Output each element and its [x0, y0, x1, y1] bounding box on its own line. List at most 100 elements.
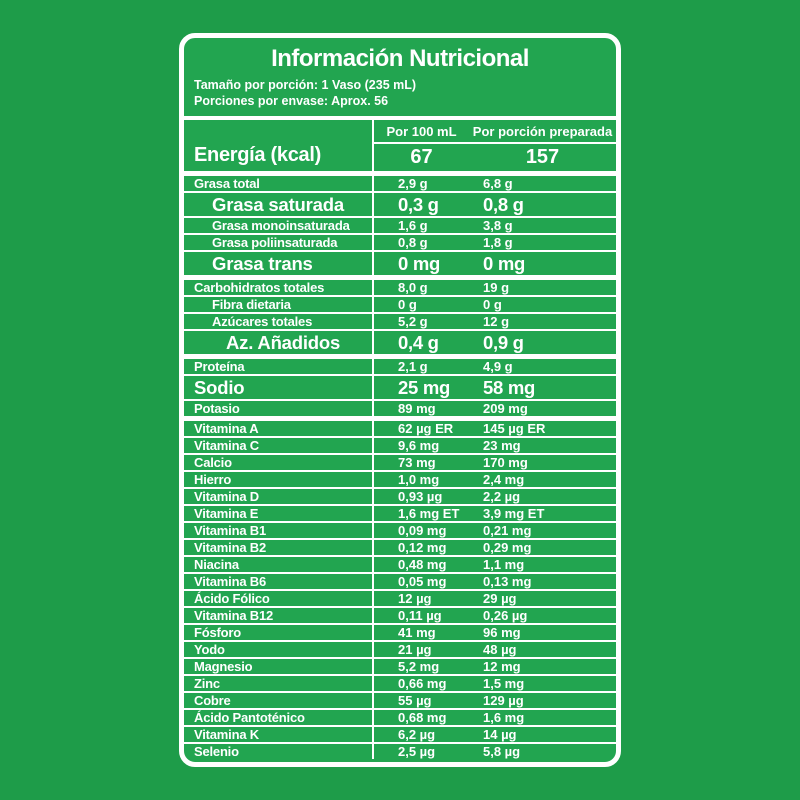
value-per-100ml: 21 µg [372, 642, 467, 657]
nutrient-name: Potasio [194, 401, 240, 416]
column-header-per-100ml: Por 100 mL [386, 123, 457, 139]
value-per-portion: 48 µg [483, 642, 517, 657]
energy-values-area: Por 100 mL Por porción preparada 67 157 [372, 120, 616, 171]
value-per-portion: 23 mg [483, 438, 521, 453]
table-row: Calcio 73 mg 170 mg [184, 453, 616, 470]
nutrient-name: Azúcares totales [212, 314, 313, 329]
value-per-100ml: 0,3 g [372, 193, 467, 216]
nutrient-name: Proteína [194, 359, 245, 374]
nutrition-label: Información Nutricional Tamaño por porci… [179, 33, 621, 767]
table-row: Az. Añadidos 0,4 g 0,9 g [184, 329, 616, 354]
table-row: Vitamina D 0,93 µg 2,2 µg [184, 487, 616, 504]
table-row: Fósforo 41 mg 96 mg [184, 623, 616, 640]
energy-value-per-100ml: 67 [410, 146, 433, 168]
value-per-100ml: 0,12 mg [372, 540, 467, 555]
table-row: Azúcares totales 5,2 g 12 g [184, 312, 616, 329]
value-per-100ml: 9,6 mg [372, 438, 467, 453]
nutrient-name: Fibra dietaria [212, 297, 291, 312]
table-row: Vitamina K 6,2 µg 14 µg [184, 725, 616, 742]
table-row: Vitamina C 9,6 mg 23 mg [184, 436, 616, 453]
value-per-100ml: 62 µg ER [372, 421, 467, 436]
value-per-portion: 3,8 g [483, 218, 513, 233]
value-per-portion: 0,26 µg [483, 608, 528, 623]
value-per-100ml: 0 g [372, 297, 467, 312]
value-per-portion: 0 mg [483, 252, 525, 274]
value-per-portion: 19 g [483, 280, 510, 295]
table-row: Carbohidratos totales 8,0 g 19 g [184, 275, 616, 295]
nutrient-name: Selenio [194, 744, 239, 759]
value-per-100ml: 0,66 mg [372, 676, 467, 691]
value-per-portion: 12 g [483, 314, 510, 329]
nutrient-name: Magnesio [194, 659, 253, 674]
energy-section: Energía (kcal) Por 100 mL Por porción pr… [184, 116, 616, 171]
value-per-100ml: 0,4 g [372, 331, 467, 354]
table-row: Sodio 25 mg 58 mg [184, 374, 616, 399]
nutrient-name: Vitamina C [194, 438, 259, 453]
nutrient-name: Ácido Pantoténico [194, 710, 305, 725]
value-per-portion: 14 µg [483, 727, 517, 742]
value-per-100ml: 0,05 mg [372, 574, 467, 589]
value-per-portion: 2,2 µg [483, 489, 521, 504]
value-per-portion: 0,8 g [483, 193, 524, 215]
nutrient-name: Vitamina B12 [194, 608, 274, 623]
value-per-portion: 145 µg ER [483, 421, 546, 436]
energy-row-label: Energía (kcal) [194, 144, 321, 166]
value-per-100ml: 8,0 g [372, 280, 467, 295]
nutrient-name: Grasa trans [212, 252, 313, 274]
value-per-100ml: 2,1 g [372, 359, 467, 374]
value-per-portion: 1,5 mg [483, 676, 525, 691]
value-per-portion: 129 µg [483, 693, 524, 708]
table-row: Vitamina B1 0,09 mg 0,21 mg [184, 521, 616, 538]
value-per-portion: 58 mg [483, 376, 535, 398]
value-per-portion: 0,29 mg [483, 540, 532, 555]
value-per-100ml: 0,48 mg [372, 557, 467, 572]
table-row: Zinc 0,66 mg 1,5 mg [184, 674, 616, 691]
value-per-portion: 0 g [483, 297, 502, 312]
value-per-portion: 209 mg [483, 401, 528, 416]
energy-value-per-portion: 157 [525, 146, 560, 168]
value-per-100ml: 0,8 g [372, 235, 467, 250]
value-per-100ml: 0,09 mg [372, 523, 467, 538]
value-per-100ml: 6,2 µg [372, 727, 467, 742]
value-per-portion: 0,13 mg [483, 574, 532, 589]
nutrient-name: Grasa poliinsaturada [212, 235, 338, 250]
value-per-portion: 12 mg [483, 659, 521, 674]
table-row: Grasa total 2,9 g 6,8 g [184, 171, 616, 191]
nutrient-name: Az. Añadidos [226, 331, 341, 353]
value-per-100ml: 25 mg [372, 376, 467, 399]
nutrient-name: Hierro [194, 472, 232, 487]
nutrient-name: Vitamina A [194, 421, 259, 436]
table-row: Vitamina E 1,6 mg ET 3,9 mg ET [184, 504, 616, 521]
value-per-100ml: 0,68 mg [372, 710, 467, 725]
value-per-100ml: 0,11 µg [372, 608, 467, 623]
value-per-100ml: 41 mg [372, 625, 467, 640]
energy-values: 67 157 [374, 144, 616, 171]
table-row: Vitamina B12 0,11 µg 0,26 µg [184, 606, 616, 623]
nutrient-name: Yodo [194, 642, 225, 657]
nutrient-name: Vitamina E [194, 506, 259, 521]
value-per-portion: 0,21 mg [483, 523, 532, 538]
value-per-portion: 5,8 µg [483, 744, 521, 759]
table-row: Grasa trans 0 mg 0 mg [184, 250, 616, 275]
nutrient-name: Grasa monoinsaturada [212, 218, 350, 233]
nutrient-name: Ácido Fólico [194, 591, 270, 606]
servings-per-container-text: Porciones por envase: Aprox. 56 [194, 94, 389, 108]
value-per-100ml: 12 µg [372, 591, 467, 606]
nutrient-name: Calcio [194, 455, 232, 470]
value-per-portion: 4,9 g [483, 359, 513, 374]
value-per-portion: 2,4 mg [483, 472, 525, 487]
nutrient-name: Grasa saturada [212, 193, 344, 215]
nutrient-name: Carbohidratos totales [194, 280, 325, 295]
value-per-portion: 1,6 mg [483, 710, 525, 725]
table-row: Fibra dietaria 0 g 0 g [184, 295, 616, 312]
nutrient-name: Fósforo [194, 625, 241, 640]
nutrient-name: Niacina [194, 557, 239, 572]
column-header-per-portion: Por porción preparada [472, 123, 613, 139]
column-headers: Por 100 mL Por porción preparada [374, 120, 616, 144]
value-per-100ml: 1,6 mg ET [372, 506, 467, 521]
nutrient-name: Sodio [194, 376, 245, 398]
value-per-100ml: 0,93 µg [372, 489, 467, 504]
value-per-100ml: 1,6 g [372, 218, 467, 233]
nutrient-name: Zinc [194, 676, 220, 691]
